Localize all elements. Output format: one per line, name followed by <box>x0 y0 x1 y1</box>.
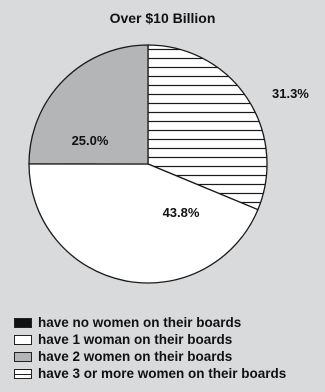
legend-swatch-no-women <box>14 317 32 328</box>
legend-label: have 2 women on their boards <box>38 349 233 364</box>
legend-item-two-women: have 2 women on their boards <box>14 348 286 365</box>
data-label-one-woman: 43.8% <box>163 205 200 220</box>
slice-one-woman <box>28 163 259 284</box>
legend-label: have 3 or more women on their boards <box>38 366 287 381</box>
data-label-two-women: 25.0% <box>72 133 109 148</box>
slice-two-women <box>28 44 149 165</box>
legend-swatch-one-woman <box>14 334 32 345</box>
slice-three-or-more-women <box>147 44 268 211</box>
data-label-three-or-more-women: 31.3% <box>272 86 309 101</box>
legend-label: have no women on their boards <box>38 315 242 330</box>
pie-chart: 43.8% 25.0% 31.3% <box>28 44 309 284</box>
legend-swatch-two-women <box>14 351 32 362</box>
legend-item-one-woman: have 1 woman on their boards <box>14 331 286 348</box>
legend-item-no-women: have no women on their boards <box>14 314 286 331</box>
chart-title: Over $10 Billion <box>109 10 216 26</box>
legend: have no women on their boards have 1 wom… <box>14 314 286 382</box>
legend-item-three-or-more-women: have 3 or more women on their boards <box>14 365 286 382</box>
legend-label: have 1 woman on their boards <box>38 332 233 347</box>
legend-swatch-three-or-more-women <box>14 368 32 379</box>
